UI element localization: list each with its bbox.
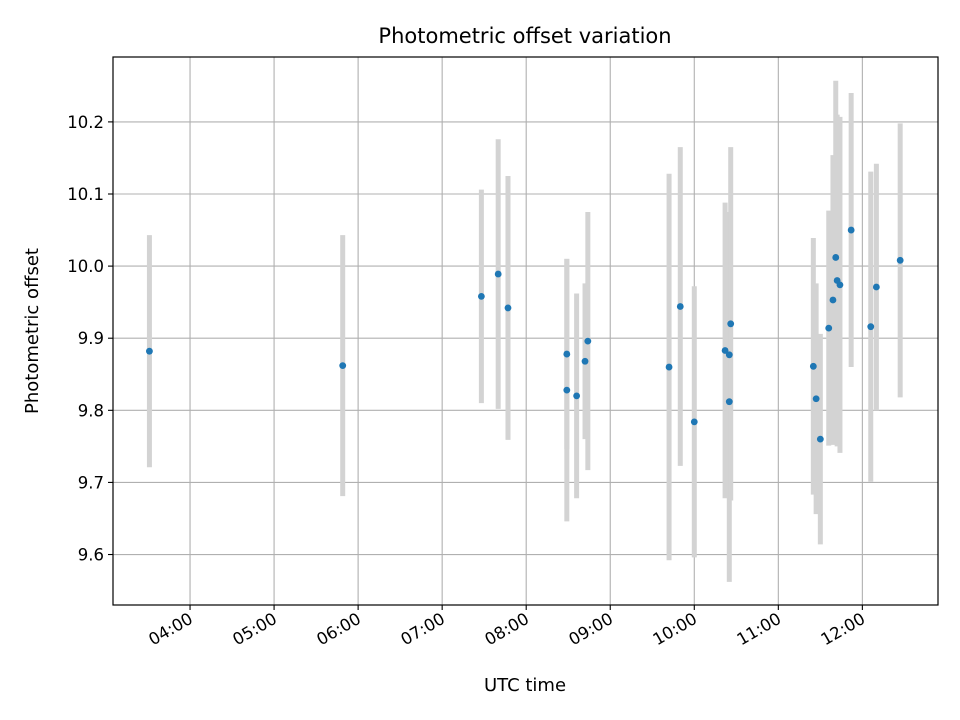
- data-point: [676, 303, 684, 310]
- data-point: [581, 357, 589, 365]
- y-tick-label: 10.1: [67, 185, 104, 204]
- plot-frame: [112, 56, 939, 606]
- data-point: [494, 270, 502, 278]
- data-point: [504, 304, 512, 312]
- data-point: [725, 351, 733, 359]
- data-point: [816, 435, 824, 443]
- data-point: [809, 362, 817, 370]
- y-tick-label: 9.6: [78, 546, 104, 565]
- data-point: [721, 347, 729, 354]
- data-point: [832, 254, 840, 261]
- data-point: [725, 398, 733, 406]
- data-point: [146, 347, 153, 355]
- data-point: [477, 292, 485, 300]
- y-tick-label: 9.8: [78, 401, 104, 420]
- y-tick-label: 10.0: [67, 257, 104, 276]
- data-point: [812, 395, 820, 403]
- y-tick-label: 9.7: [78, 473, 104, 492]
- data-point: [836, 281, 844, 289]
- y-tick-label: 10.2: [67, 113, 104, 132]
- data-point: [867, 323, 875, 331]
- data-point: [872, 283, 880, 291]
- data-point: [847, 226, 855, 234]
- y-axis-title: Photometric offset: [22, 248, 43, 414]
- data-point: [690, 418, 698, 426]
- data-point: [665, 363, 673, 371]
- data-point: [573, 392, 581, 400]
- grid-layer: [113, 57, 938, 605]
- data-point: [584, 337, 592, 345]
- data-point: [339, 362, 347, 370]
- data-point: [896, 256, 904, 264]
- y-tick-label: 9.9: [78, 329, 104, 348]
- data-point: [727, 320, 735, 328]
- data-point: [825, 324, 833, 332]
- point-layer: [146, 226, 904, 443]
- chart-title: Photometric offset variation: [378, 24, 671, 48]
- data-point: [563, 386, 571, 394]
- x-axis-title: UTC time: [484, 675, 566, 696]
- data-point: [563, 350, 571, 358]
- data-point: [829, 296, 837, 304]
